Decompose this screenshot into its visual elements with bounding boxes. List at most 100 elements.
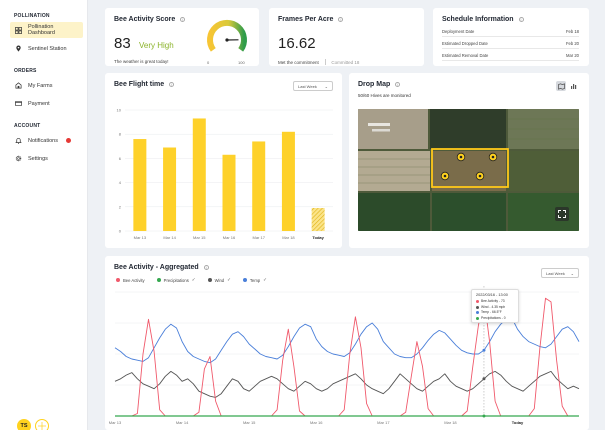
location-pin-icon <box>16 45 21 52</box>
tooltip-row: Temp - 66.5°F <box>476 310 514 316</box>
card-title: Frames Per Acre i <box>278 16 344 23</box>
drop-map-satellite[interactable] <box>358 109 579 231</box>
tooltip-row: Bee Activity - 73 <box>476 299 514 305</box>
legend-item-wind[interactable]: Wind ✓ <box>207 277 231 283</box>
y-tick-label: 4 <box>119 180 122 185</box>
farm-icon <box>15 82 22 89</box>
schedule-row: Estimated Dropped Date Feb 20 <box>442 38 579 49</box>
score-gauge <box>207 19 247 52</box>
flight-time-bar-chart: 0 2 4 6 8 10 Mar 13 Mar 14 Mar 15 Mar 16 Mar 17 Mar… <box>117 108 333 240</box>
grid-icon <box>15 26 22 34</box>
chevron-down-icon: ⌄ <box>324 83 328 89</box>
legend-dot <box>207 278 212 282</box>
legend-dot <box>156 278 161 282</box>
y-tick-label: 2 <box>119 204 122 209</box>
info-icon[interactable]: i <box>395 82 401 87</box>
card-title: Bee Flight time i <box>114 81 175 88</box>
score-value: 83 <box>114 35 131 52</box>
card-title: Schedule Information i <box>442 16 524 23</box>
check-icon: ✓ <box>263 277 267 282</box>
legend-dot <box>242 278 247 282</box>
sidebar-item-my-farms[interactable]: My Farms <box>10 79 83 92</box>
x-tick-label: Mar 14 <box>163 235 176 240</box>
sidebar-item-settings[interactable]: Settings <box>10 152 83 165</box>
chevron-down-icon: ⌄ <box>570 270 574 276</box>
score-subtitle: The weather is great today! <box>114 59 169 64</box>
legend-item-temp[interactable]: Temp ✓ <box>242 277 267 283</box>
card-title: Bee Activity - Aggregated i <box>114 264 209 271</box>
chart-view-button[interactable] <box>568 81 578 91</box>
legend-item-bee-activity[interactable]: Bee Activity <box>116 277 145 283</box>
sun-icon[interactable] <box>35 419 49 430</box>
card-title-text: Frames Per Acre <box>278 16 334 23</box>
info-icon[interactable]: i <box>338 17 344 22</box>
schedule-row: Estimated Removal Date Mar 20 <box>442 50 579 61</box>
info-icon[interactable]: i <box>169 82 175 87</box>
map-icon <box>557 82 565 90</box>
tooltip-title: 2022/03/16 - 13:00 <box>476 293 508 297</box>
legend-label: Wind <box>214 277 225 283</box>
schedule-value: Feb 20 <box>565 40 579 46</box>
card-title: Bee Activity Score i <box>114 16 186 23</box>
x-tick-label: Today <box>512 420 524 425</box>
sidebar-item-label: Sentinel Station <box>28 45 67 52</box>
sidebar-item-notifications[interactable]: Notifications <box>10 134 83 147</box>
tooltip-row: Precipitations - 0 <box>476 316 514 322</box>
avatar[interactable]: TS <box>17 419 31 430</box>
sidebar-item-label: Payment <box>28 100 50 107</box>
section-title-orders: ORDERS <box>14 68 37 74</box>
chart-icon <box>570 83 576 89</box>
committed-value: Committed 18 <box>331 59 360 65</box>
bar <box>222 154 236 231</box>
score-label: Very High <box>139 41 174 50</box>
bar <box>133 139 147 231</box>
schedule-label: Estimated Removal Date <box>442 52 489 58</box>
bar <box>163 147 177 231</box>
sidebar-item-label: My Farms <box>28 82 53 89</box>
tooltip-text: Bee Activity - 73 <box>481 299 505 303</box>
info-icon[interactable]: i <box>203 265 209 270</box>
x-tick-label: Mar 14 <box>176 420 189 425</box>
y-tick-label: 6 <box>119 156 122 161</box>
hover-point <box>482 414 486 418</box>
map-view-button[interactable] <box>556 81 566 91</box>
legend-label: Precipitations <box>163 277 189 283</box>
drop-map-subtitle: 50/60 Hives are monitored <box>358 93 411 98</box>
sidebar-item-label: Notifications <box>28 137 58 144</box>
card-title-text: Bee Activity Score <box>114 16 176 23</box>
expand-icon[interactable] <box>555 207 569 221</box>
sidebar-item-sentinel-station[interactable]: Sentinel Station <box>10 42 83 55</box>
tooltip-text: Temp - 66.5°F <box>481 310 502 314</box>
card-title-text: Bee Activity - Aggregated <box>114 264 199 271</box>
drop-map-card: Drop Map i 50/60 Hives are monitored <box>349 73 589 248</box>
aggregated-range-dropdown[interactable]: Last Week ⌄ <box>541 268 579 278</box>
y-tick-label: 0 <box>119 229 122 234</box>
sidebar: POLLINATION Pollination Dashboard Sentin… <box>0 0 88 430</box>
legend-dot <box>116 278 120 282</box>
x-tick-label: Mar 16 <box>310 420 323 425</box>
x-tick-label: Mar 13 <box>109 420 122 425</box>
legend-item-precipitations[interactable]: Precipitations ✓ <box>156 277 196 283</box>
schedule-label: Deployment Date <box>442 28 475 34</box>
notification-badge <box>65 138 71 143</box>
x-tick-label: Mar 17 <box>377 420 390 425</box>
info-icon[interactable]: i <box>518 17 524 22</box>
dropdown-label: Last Week <box>298 83 317 89</box>
flight-time-range-dropdown[interactable]: Last Week ⌄ <box>293 81 333 91</box>
frames-value: 16.62 <box>278 35 316 52</box>
bar <box>281 131 295 231</box>
info-icon[interactable]: i <box>180 17 186 22</box>
tooltip-row: Wind - 4.35 mph <box>476 305 514 311</box>
tooltip-text: Precipitations - 0 <box>481 315 506 320</box>
check-icon: ✓ <box>227 277 231 282</box>
y-tick-label: 10 <box>117 108 122 113</box>
schedule-information-card: Schedule Information i Deployment Date F… <box>433 8 589 66</box>
sidebar-item-payment[interactable]: Payment <box>10 97 83 110</box>
schedule-row: Deployment Date Feb 18 <box>442 26 579 37</box>
x-tick-label: Today <box>312 235 324 240</box>
chart-legend: Bee Activity Precipitations ✓ Wind ✓ Tem… <box>116 277 267 283</box>
card-title: Drop Map i <box>358 81 401 88</box>
schedule-label: Estimated Dropped Date <box>442 40 488 46</box>
sidebar-item-pollination-dashboard[interactable]: Pollination Dashboard <box>10 22 83 38</box>
section-title-account: ACCOUNT <box>14 123 41 129</box>
